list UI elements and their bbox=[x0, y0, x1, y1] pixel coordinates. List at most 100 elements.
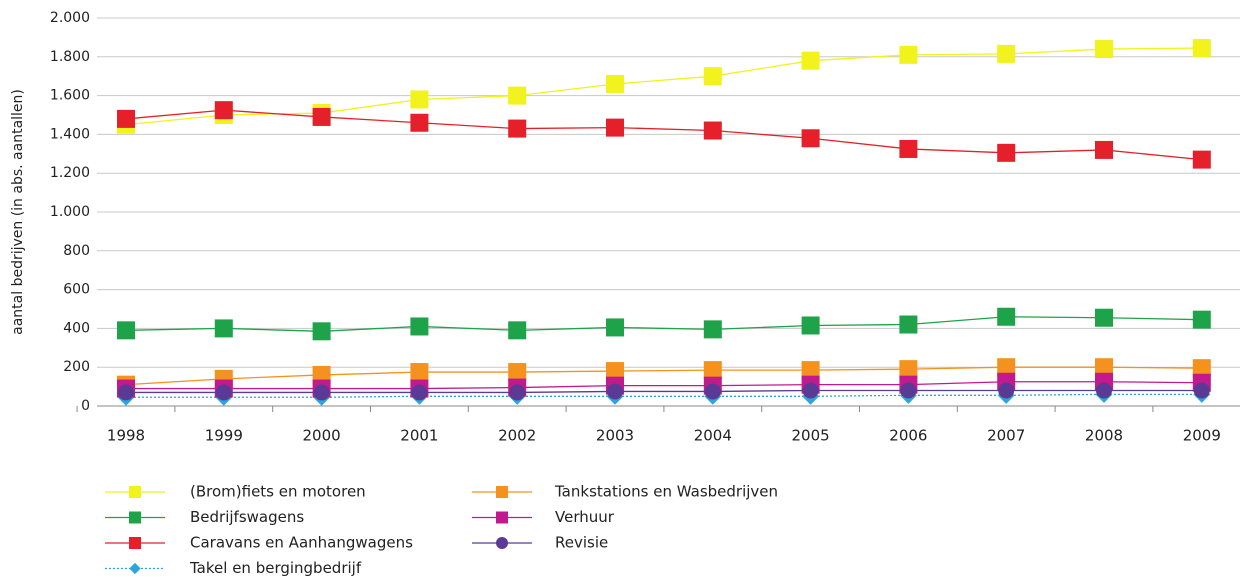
y-tick-label: 200 bbox=[63, 359, 90, 375]
data-point bbox=[214, 101, 233, 120]
x-tick-label: 2001 bbox=[400, 427, 438, 445]
data-point bbox=[410, 363, 429, 382]
data-point bbox=[1192, 310, 1211, 329]
series-line bbox=[126, 381, 1202, 390]
legend-marker bbox=[496, 537, 508, 549]
data-point bbox=[997, 143, 1016, 162]
data-point bbox=[899, 139, 918, 158]
data-point bbox=[703, 121, 722, 140]
legend-marker bbox=[496, 511, 508, 524]
data-point bbox=[802, 382, 819, 399]
data-point bbox=[1095, 358, 1113, 377]
data-point bbox=[997, 44, 1016, 63]
x-tick-label: 2006 bbox=[889, 427, 927, 445]
data-point bbox=[312, 322, 331, 341]
y-tick-label: 600 bbox=[63, 282, 90, 298]
data-point bbox=[1095, 140, 1113, 159]
data-point bbox=[801, 51, 820, 70]
data-point bbox=[118, 384, 134, 401]
x-tick-label: 2000 bbox=[303, 427, 341, 445]
data-point bbox=[215, 384, 232, 401]
legend-label: Tankstations en Wasbedrijven bbox=[554, 483, 778, 501]
data-point bbox=[899, 45, 918, 64]
data-point bbox=[214, 319, 233, 338]
x-tick-label: 1999 bbox=[205, 427, 243, 445]
series-line bbox=[125, 316, 1202, 332]
data-point bbox=[1192, 39, 1211, 58]
legend-label: (Brom)fiets en motoren bbox=[190, 483, 366, 501]
data-point bbox=[410, 317, 429, 336]
data-point bbox=[508, 119, 527, 138]
data-point bbox=[606, 362, 624, 381]
series-line bbox=[125, 47, 1202, 126]
data-point bbox=[1095, 40, 1113, 59]
data-point bbox=[899, 360, 918, 379]
data-point bbox=[508, 86, 527, 105]
data-point bbox=[410, 113, 429, 132]
data-point bbox=[801, 316, 820, 335]
data-point bbox=[899, 315, 918, 334]
legend-label: Verhuur bbox=[555, 508, 615, 526]
data-point bbox=[1192, 150, 1211, 169]
data-point bbox=[509, 384, 526, 401]
legend-marker bbox=[129, 562, 141, 575]
data-point bbox=[703, 320, 722, 339]
legend-marker bbox=[496, 486, 508, 498]
y-tick-label: 1.000 bbox=[50, 204, 90, 220]
data-point bbox=[606, 118, 624, 137]
series-line bbox=[126, 389, 1202, 394]
series-line bbox=[125, 109, 1202, 161]
data-point bbox=[997, 307, 1016, 326]
data-point bbox=[606, 74, 624, 93]
data-point bbox=[900, 382, 917, 399]
data-point bbox=[997, 358, 1016, 377]
data-point bbox=[411, 384, 428, 401]
legend-marker bbox=[129, 537, 141, 549]
data-point bbox=[117, 321, 135, 340]
data-point bbox=[998, 382, 1015, 399]
data-point bbox=[410, 90, 429, 109]
series-line bbox=[125, 366, 1202, 386]
data-point bbox=[704, 383, 721, 400]
data-point bbox=[312, 365, 331, 384]
y-tick-label: 1.400 bbox=[50, 126, 90, 142]
legend-marker bbox=[129, 511, 141, 524]
data-point bbox=[801, 361, 820, 380]
x-tick-label: 2004 bbox=[694, 427, 732, 445]
x-tick-label: 1998 bbox=[107, 427, 145, 445]
y-tick-label: 0 bbox=[81, 398, 90, 414]
legend-label: Caravans en Aanhangwagens bbox=[190, 534, 413, 552]
x-tick-label: 2002 bbox=[498, 427, 536, 445]
data-point bbox=[1096, 382, 1112, 399]
data-point bbox=[1192, 359, 1211, 378]
series-line bbox=[126, 393, 1202, 398]
data-point bbox=[801, 129, 820, 148]
legend-label: Takel en bergingbedrijf bbox=[189, 559, 362, 577]
data-point bbox=[1095, 308, 1113, 327]
data-point bbox=[312, 107, 331, 126]
y-tick-label: 1.800 bbox=[50, 49, 90, 65]
data-point bbox=[1193, 382, 1210, 399]
x-tick-label: 2003 bbox=[596, 427, 634, 445]
y-tick-label: 1.600 bbox=[50, 88, 90, 104]
data-point bbox=[606, 318, 624, 337]
data-point bbox=[313, 384, 330, 401]
data-point bbox=[508, 363, 527, 382]
x-tick-label: 2007 bbox=[987, 427, 1025, 445]
x-tick-label: 2008 bbox=[1085, 427, 1123, 445]
data-point bbox=[117, 109, 135, 128]
x-tick-label: 2009 bbox=[1183, 427, 1221, 445]
x-tick-label: 2005 bbox=[792, 427, 830, 445]
legend-marker bbox=[129, 486, 141, 498]
data-point bbox=[607, 383, 623, 400]
y-tick-label: 800 bbox=[63, 243, 90, 259]
y-tick-label: 1.200 bbox=[50, 165, 90, 181]
data-point bbox=[703, 361, 722, 380]
legend-label: Revisie bbox=[555, 534, 608, 552]
data-point bbox=[703, 67, 722, 86]
y-axis-label: aantal bedrijven (in abs. aantallen) bbox=[10, 89, 26, 335]
legend-label: Bedrijfswagens bbox=[190, 508, 304, 526]
data-point bbox=[508, 321, 527, 340]
y-tick-label: 2.000 bbox=[50, 10, 90, 26]
